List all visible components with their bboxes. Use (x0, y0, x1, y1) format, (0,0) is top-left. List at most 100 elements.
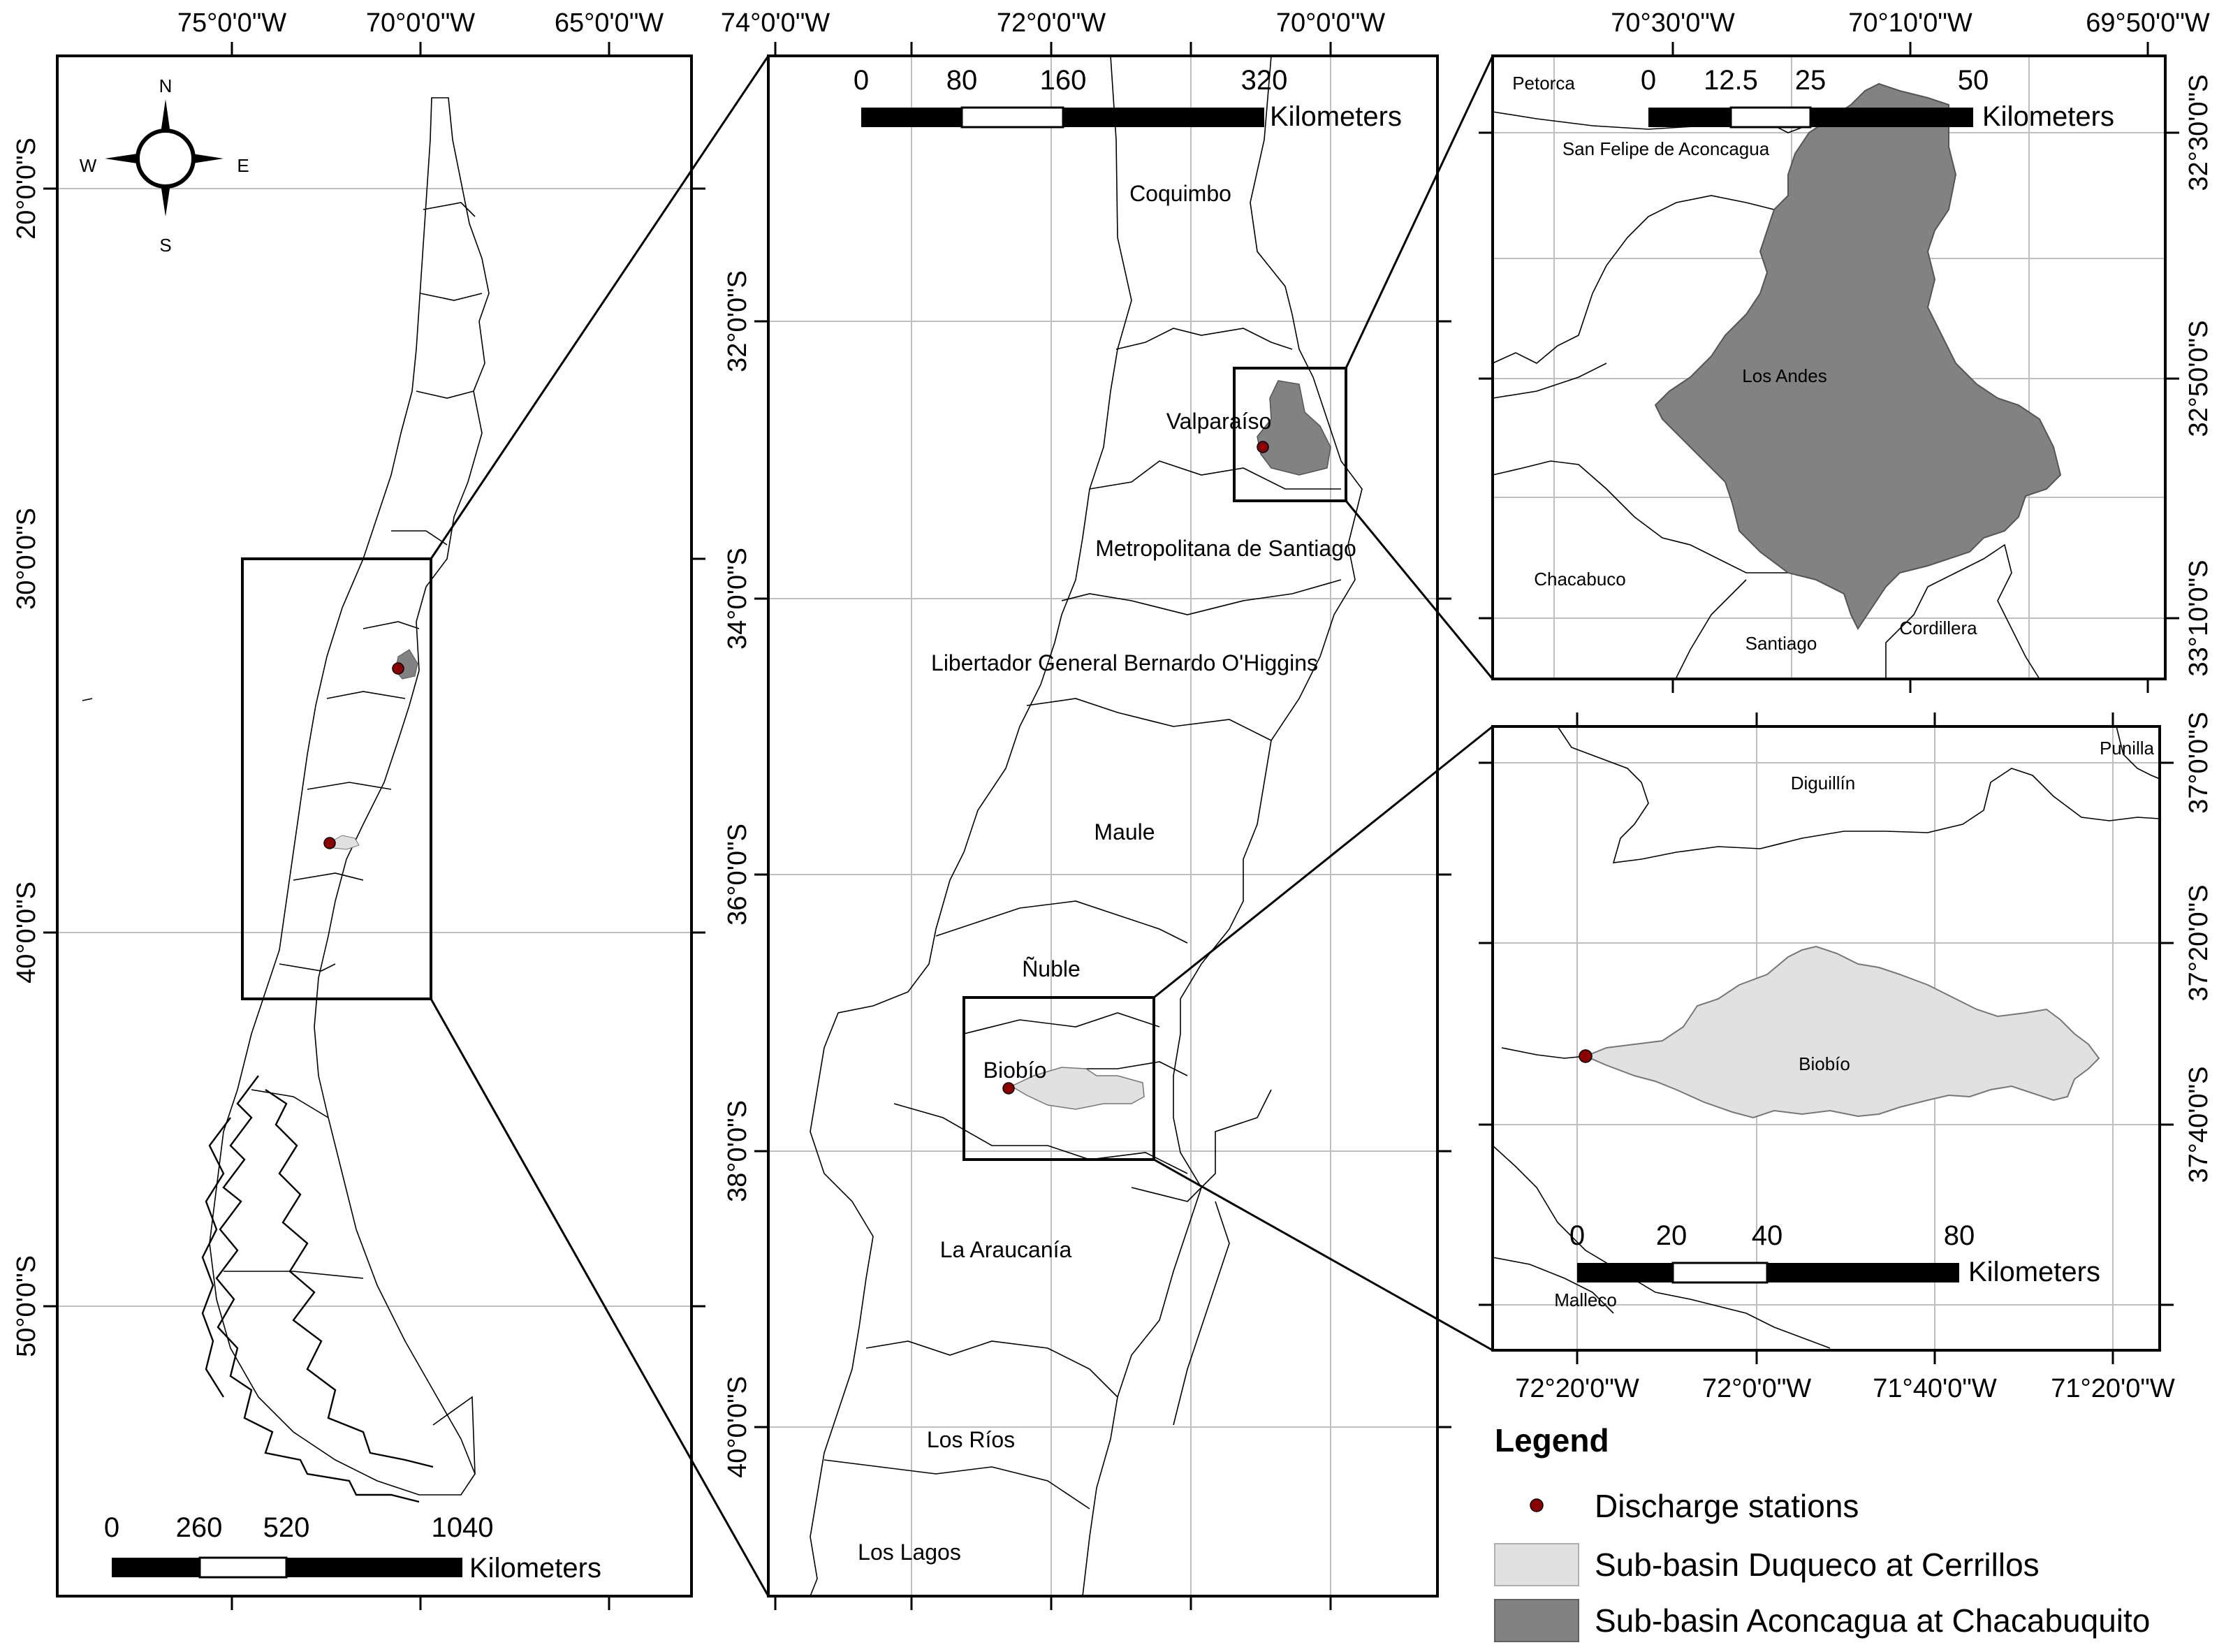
region-line (416, 390, 474, 399)
province-border (2116, 726, 2160, 780)
province-border (1492, 1257, 1614, 1314)
legend-item-duqueco: Sub-basin Duqueco at Cerrillos (1595, 1547, 2040, 1583)
region-border (1089, 460, 1341, 490)
region-border (935, 900, 1188, 944)
compass-south-label: S (159, 235, 171, 256)
region-label-valparaiso: Valparaíso (1166, 409, 1272, 434)
connector-line (1345, 500, 1494, 680)
commune-label-chacabuco: Chacabuco (1534, 569, 1626, 590)
north-arrow: N S E W (80, 75, 249, 256)
duqueco-extent-box (962, 996, 1155, 1161)
middle-lon-label-2: 72°0'0"W (997, 8, 1106, 38)
left-scale-tick-0: 0 (104, 1512, 119, 1543)
topright-scale-tick-0: 0 (1641, 65, 1656, 96)
commune-label-san-felipe: San Felipe de Aconcagua (1562, 138, 1770, 159)
middle-lat-label-5: 40°0'0"S (723, 1376, 752, 1478)
region-line (363, 621, 420, 629)
connector-line (1153, 1158, 1493, 1352)
topright-lon-label-2: 70°10'0"W (1848, 8, 1972, 38)
aconcagua-basin-medium (1257, 380, 1331, 476)
region-label-araucania: La Araucanía (940, 1237, 1072, 1262)
region-label-maule: Maule (1094, 819, 1155, 845)
region-border (1173, 1201, 1230, 1426)
middle-scale-tick-0: 0 (854, 65, 869, 96)
commune-border (1492, 111, 1817, 133)
commune-label-cordillera: Cordillera (1899, 617, 1977, 638)
province-label-diguillin: Diguillín (1791, 773, 1856, 794)
legend-item-aconcagua: Sub-basin Aconcagua at Chacabuquito (1595, 1602, 2150, 1639)
connector-line (430, 55, 770, 560)
panel-central-chile: 74°0'0"W 72°0'0"W 70°0'0"W 32°0'0"S 34°0… (721, 8, 1451, 1610)
region-label-los-rios: Los Ríos (927, 1427, 1015, 1452)
middle-scale-bar: 0 80 160 320 Kilometers (854, 65, 1402, 132)
region-border (963, 1012, 1160, 1035)
region-line (326, 691, 406, 699)
topright-lat-label-2: 32°50'0"S (2184, 321, 2213, 437)
region-border (1131, 1089, 1272, 1202)
commune-border (1676, 579, 1747, 678)
province-label-biobio: Biobío (1799, 1053, 1850, 1074)
top-right-panel-frame (1491, 54, 2167, 680)
topright-lon-label-3: 69°50'0"W (2086, 8, 2210, 38)
middle-scale-tick-3: 320 (1241, 65, 1288, 96)
topright-lat-label-3: 33°10'0"S (2184, 560, 2213, 677)
region-border (865, 1340, 1118, 1398)
middle-coastline (810, 55, 1132, 1597)
middle-scale-unit: Kilometers (1270, 101, 1402, 132)
commune-border (1885, 543, 2040, 680)
river-line (1501, 1047, 1586, 1059)
station-duqueco-large (1579, 1049, 1593, 1063)
fjord-coast (215, 1075, 420, 1503)
middle-lat-label-1: 32°0'0"S (723, 270, 752, 372)
commune-label-petorca: Petorca (1512, 73, 1575, 94)
region-line (423, 202, 476, 217)
region-label-los-lagos: Los Lagos (858, 1540, 961, 1565)
middle-lat-label-2: 34°0'0"S (723, 548, 752, 650)
region-border (1061, 579, 1342, 615)
bottomright-scale-tick-0: 0 (1569, 1220, 1585, 1251)
bottomright-lon-label-2: 72°0'0"W (1702, 1374, 1811, 1403)
middle-panel-frame (767, 54, 1439, 1598)
fjord-coast (201, 1117, 231, 1398)
station-aconcagua-small (392, 662, 404, 675)
aconcagua-extent-box (1233, 367, 1347, 502)
region-line (224, 1271, 364, 1279)
legend-title: Legend (1495, 1422, 1609, 1459)
topright-scale-tick-3: 50 (1958, 65, 1989, 96)
connector-line (1153, 725, 1493, 999)
left-scale-tick-3: 1040 (432, 1512, 494, 1543)
middle-andes-border (1082, 55, 1363, 1597)
aconcagua-basin-large (1654, 82, 2062, 630)
province-border (1557, 726, 2160, 863)
region-border (1115, 328, 1293, 350)
compass-north-label: N (159, 75, 173, 96)
left-lon-label-1: 75°0'0"W (177, 8, 286, 38)
topright-scale-bar: 0 12.5 25 50 Kilometers (1641, 65, 2114, 132)
overview-extent-box (241, 557, 432, 1000)
topright-scale-tick-2: 25 (1795, 65, 1827, 96)
connector-line (1345, 55, 1494, 369)
bottomright-scale-tick-1: 20 (1656, 1220, 1688, 1251)
region-line (251, 1089, 329, 1118)
panel-duqueco-detail: 72°20'0"W 72°0'0"W 71°40'0"W 71°20'0"W 3… (1479, 712, 2213, 1403)
left-scale-tick-1: 260 (176, 1512, 223, 1543)
duqueco-basin-small (329, 835, 360, 850)
region-border (1026, 698, 1272, 741)
region-line (293, 872, 364, 881)
left-lat-label-1: 20°0'0"S (12, 138, 41, 240)
region-line (391, 530, 448, 546)
legend-item-stations: Discharge stations (1595, 1488, 1859, 1524)
commune-label-los-andes: Los Andes (1742, 365, 1827, 386)
left-scale-unit: Kilometers (469, 1553, 601, 1584)
bottomright-scale-bar: 0 20 40 80 Kilometers (1569, 1220, 2100, 1287)
region-label-coquimbo: Coquimbo (1129, 181, 1231, 206)
duqueco-basin-large (1583, 945, 2100, 1119)
topright-scale-tick-1: 12.5 (1704, 65, 1758, 96)
middle-lon-label-3: 70°0'0"W (1276, 8, 1385, 38)
fjord-coast (265, 1089, 434, 1468)
bottomright-lat-label-1: 37°0'0"S (2184, 712, 2213, 814)
topright-lat-label-1: 32°30'0"S (2184, 75, 2213, 191)
left-lon-label-2: 70°0'0"W (366, 8, 475, 38)
region-label-biobio: Biobío (983, 1058, 1047, 1083)
station-duqueco-small (323, 837, 336, 849)
